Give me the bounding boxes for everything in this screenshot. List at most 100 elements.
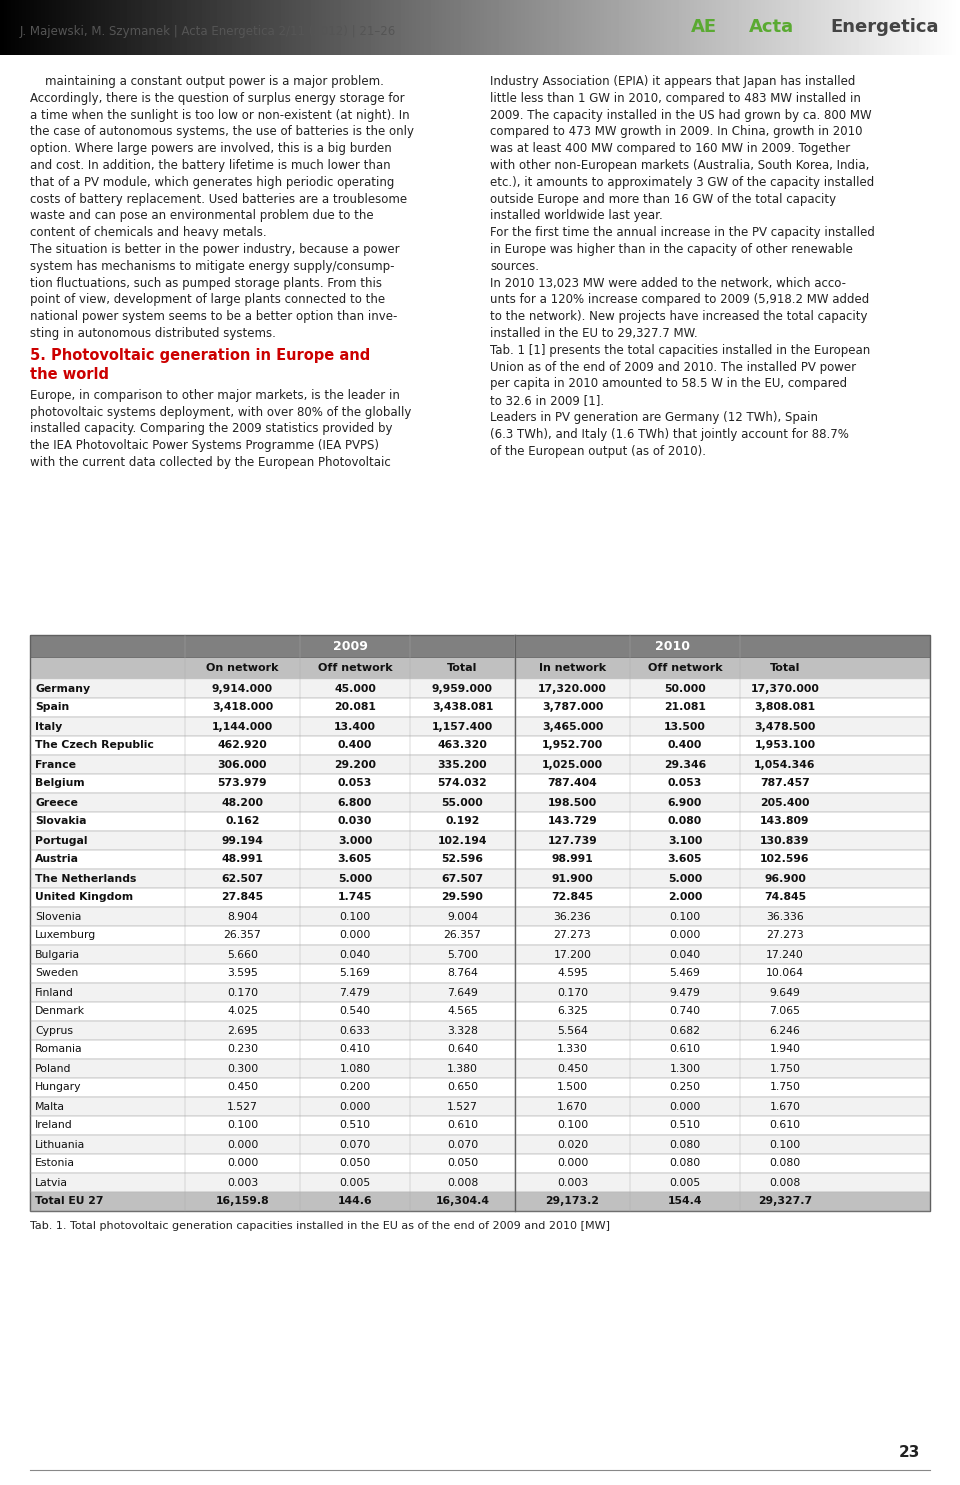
Text: 4.025: 4.025: [227, 1007, 258, 1017]
Text: photovoltaic systems deployment, with over 80% of the globally: photovoltaic systems deployment, with ov…: [30, 405, 412, 419]
Text: 0.400: 0.400: [668, 741, 702, 750]
Text: point of view, development of large plants connected to the: point of view, development of large plan…: [30, 294, 385, 306]
Text: 0.682: 0.682: [669, 1026, 701, 1035]
Bar: [30, 737, 930, 754]
Text: 0.100: 0.100: [769, 1139, 801, 1149]
Text: Romania: Romania: [35, 1044, 83, 1054]
Text: The situation is better in the power industry, because a power: The situation is better in the power ind…: [30, 244, 399, 255]
Text: 2010: 2010: [655, 640, 690, 652]
Text: AE: AE: [691, 18, 717, 37]
Text: 0.040: 0.040: [669, 949, 701, 959]
Text: 7.649: 7.649: [447, 988, 478, 998]
Text: 3.605: 3.605: [668, 854, 703, 864]
Text: 1.500: 1.500: [557, 1083, 588, 1093]
Text: maintaining a constant output power is a major problem.: maintaining a constant output power is a…: [30, 76, 384, 88]
Text: outside Europe and more than 16 GW of the total capacity: outside Europe and more than 16 GW of th…: [490, 193, 836, 205]
Text: 7.065: 7.065: [770, 1007, 801, 1017]
Text: 574.032: 574.032: [438, 778, 488, 789]
Text: In 2010 13,023 MW were added to the network, which acco-: In 2010 13,023 MW were added to the netw…: [490, 276, 846, 290]
Text: Bulgaria: Bulgaria: [35, 949, 80, 959]
Text: 99.194: 99.194: [222, 836, 263, 845]
Text: the case of autonomous systems, the use of batteries is the only: the case of autonomous systems, the use …: [30, 125, 414, 138]
Text: Greece: Greece: [35, 797, 78, 808]
Text: 4.595: 4.595: [557, 968, 588, 979]
Text: 0.005: 0.005: [340, 1178, 371, 1188]
Text: 1.527: 1.527: [447, 1102, 478, 1111]
Text: 17,370.000: 17,370.000: [751, 683, 820, 693]
Text: Accordingly, there is the question of surplus energy storage for: Accordingly, there is the question of su…: [30, 92, 404, 105]
Text: 102.194: 102.194: [438, 836, 488, 845]
Text: 0.740: 0.740: [669, 1007, 701, 1017]
Text: 462.920: 462.920: [218, 741, 268, 750]
Text: 3,438.081: 3,438.081: [432, 702, 493, 713]
Text: and cost. In addition, the battery lifetime is much lower than: and cost. In addition, the battery lifet…: [30, 159, 391, 172]
Text: Ireland: Ireland: [35, 1121, 73, 1130]
Text: 787.457: 787.457: [760, 778, 810, 789]
Bar: [30, 927, 930, 944]
Text: 29.346: 29.346: [664, 759, 707, 769]
Text: tion fluctuations, such as pumped storage plants. From this: tion fluctuations, such as pumped storag…: [30, 276, 382, 290]
Text: 9.479: 9.479: [669, 988, 701, 998]
Text: 1,144.000: 1,144.000: [212, 722, 274, 732]
Text: per capita in 2010 amounted to 58.5 W in the EU, compared: per capita in 2010 amounted to 58.5 W in…: [490, 377, 847, 391]
Text: 0.640: 0.640: [447, 1044, 478, 1054]
Text: 3,465.000: 3,465.000: [541, 722, 603, 732]
Bar: [30, 754, 930, 774]
Text: etc.), it amounts to approximately 3 GW of the capacity installed: etc.), it amounts to approximately 3 GW …: [490, 175, 875, 189]
Bar: [30, 869, 930, 888]
Text: 0.053: 0.053: [338, 778, 372, 789]
Text: 0.050: 0.050: [340, 1158, 371, 1169]
Bar: [30, 1002, 930, 1022]
Text: 50.000: 50.000: [664, 683, 706, 693]
Bar: [30, 1097, 930, 1117]
Text: was at least 400 MW compared to 160 MW in 2009. Together: was at least 400 MW compared to 160 MW i…: [490, 143, 851, 156]
Text: sting in autonomous distributed systems.: sting in autonomous distributed systems.: [30, 327, 276, 340]
Text: of the European output (as of 2010).: of the European output (as of 2010).: [490, 444, 706, 457]
Text: 0.250: 0.250: [669, 1083, 701, 1093]
Text: 0.170: 0.170: [227, 988, 258, 998]
Text: system has mechanisms to mitigate energy supply/consump-: system has mechanisms to mitigate energy…: [30, 260, 395, 273]
Text: 5.169: 5.169: [340, 968, 371, 979]
Text: Belgium: Belgium: [35, 778, 84, 789]
Text: 0.008: 0.008: [446, 1178, 478, 1188]
Text: 10.064: 10.064: [766, 968, 804, 979]
Text: 0.170: 0.170: [557, 988, 588, 998]
Text: 5.564: 5.564: [557, 1026, 588, 1035]
Text: 3.100: 3.100: [668, 836, 702, 845]
Text: 21.081: 21.081: [664, 702, 706, 713]
Text: 0.230: 0.230: [227, 1044, 258, 1054]
Text: 0.633: 0.633: [340, 1026, 371, 1035]
Text: Luxemburg: Luxemburg: [35, 931, 96, 940]
Bar: [30, 1173, 930, 1192]
Text: Tab. 1. Total photovoltaic generation capacities installed in the EU as of the e: Tab. 1. Total photovoltaic generation ca…: [30, 1221, 610, 1231]
Text: Austria: Austria: [35, 854, 79, 864]
Text: 5.000: 5.000: [338, 873, 372, 884]
Text: 787.404: 787.404: [547, 778, 597, 789]
Text: Tab. 1 [1] presents the total capacities installed in the European: Tab. 1 [1] presents the total capacities…: [490, 345, 871, 356]
Text: Total: Total: [447, 662, 478, 673]
Text: 7.479: 7.479: [340, 988, 371, 998]
Text: unts for a 120% increase compared to 2009 (5,918.2 MW added: unts for a 120% increase compared to 200…: [490, 294, 869, 306]
Text: 0.400: 0.400: [338, 741, 372, 750]
Text: Slovakia: Slovakia: [35, 817, 86, 827]
Text: 26.357: 26.357: [444, 931, 481, 940]
Text: 20.081: 20.081: [334, 702, 376, 713]
Text: 29.200: 29.200: [334, 759, 376, 769]
Bar: [30, 983, 930, 1002]
Text: 463.320: 463.320: [438, 741, 488, 750]
Text: 17.240: 17.240: [766, 949, 804, 959]
Text: Italy: Italy: [35, 722, 62, 732]
Text: 13.500: 13.500: [664, 722, 706, 732]
Text: 0.050: 0.050: [446, 1158, 478, 1169]
Text: 0.000: 0.000: [669, 931, 701, 940]
Text: 2009. The capacity installed in the US had grown by ca. 800 MW: 2009. The capacity installed in the US h…: [490, 108, 872, 122]
Text: 0.510: 0.510: [669, 1121, 701, 1130]
Text: 1.745: 1.745: [338, 892, 372, 903]
Text: 48.200: 48.200: [222, 797, 263, 808]
Text: 98.991: 98.991: [552, 854, 593, 864]
Text: 91.900: 91.900: [552, 873, 593, 884]
Text: 6.800: 6.800: [338, 797, 372, 808]
Text: 29,173.2: 29,173.2: [545, 1197, 599, 1206]
Bar: [30, 1022, 930, 1040]
Text: 27.845: 27.845: [222, 892, 264, 903]
